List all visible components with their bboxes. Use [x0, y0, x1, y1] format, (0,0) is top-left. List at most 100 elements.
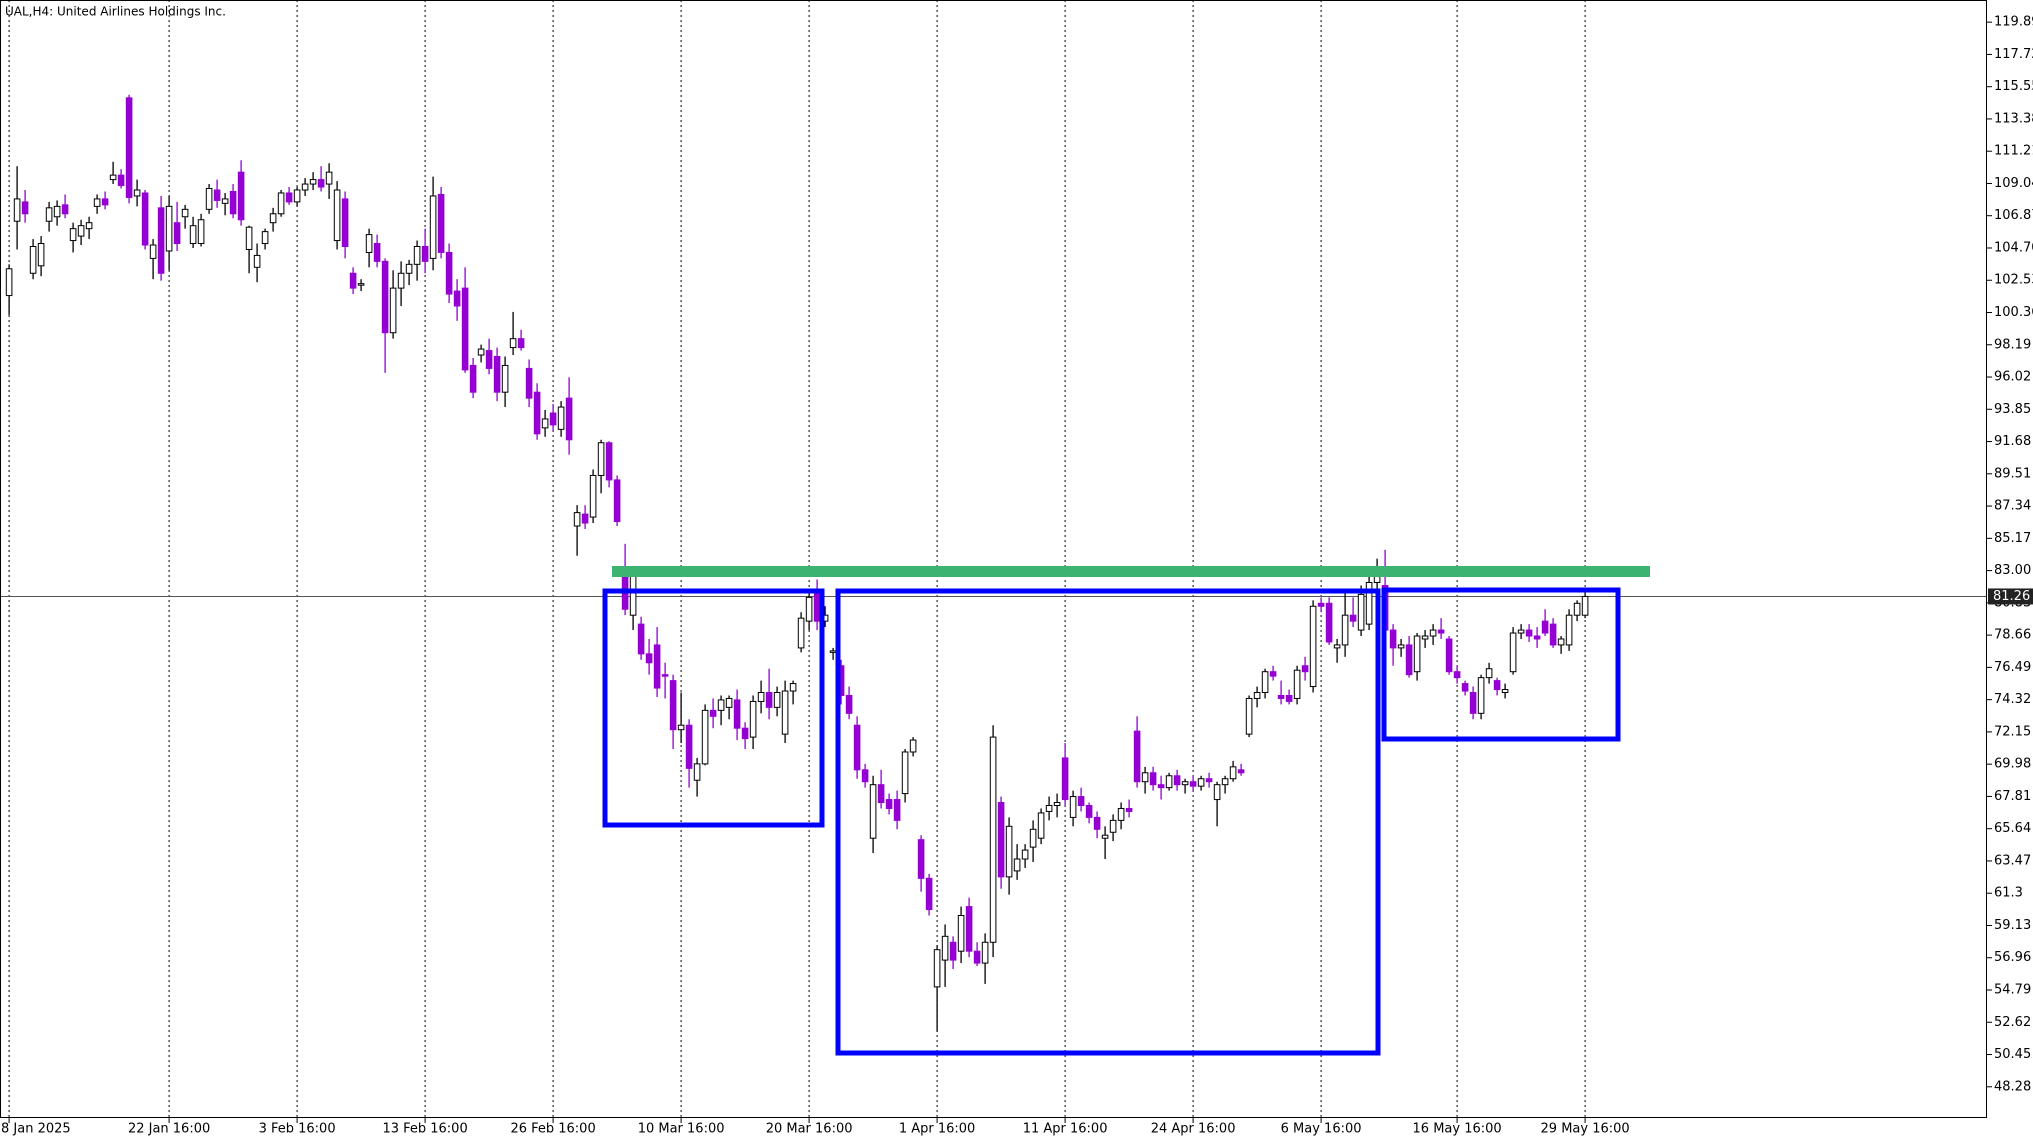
y-tick-label: 52.62	[1994, 1015, 2031, 1030]
candle-body	[221, 198, 229, 204]
candle-body	[173, 222, 181, 245]
candle-body	[845, 694, 853, 714]
candle-body	[205, 188, 213, 210]
x-tick-label: 3 Feb 16:00	[259, 1122, 336, 1137]
candle-body	[877, 784, 885, 804]
candle-body	[1317, 602, 1325, 607]
candle-body	[1109, 819, 1117, 833]
y-tick-label: 117.72	[1994, 47, 2033, 62]
current-price-label: 81.26	[1993, 589, 2030, 604]
candle-body	[1533, 635, 1541, 640]
candle-body	[1253, 692, 1261, 699]
y-tick-label: 76.49	[1994, 660, 2031, 675]
y-tick-label: 109.04	[1994, 176, 2033, 191]
candle-body	[1213, 784, 1221, 801]
candle-body	[5, 268, 13, 297]
candle-body	[573, 512, 581, 527]
candle-body	[1069, 796, 1077, 818]
y-tick-label: 111.21	[1994, 144, 2033, 159]
candle-body	[101, 198, 109, 206]
candle-body	[1565, 614, 1573, 646]
candle-body	[301, 183, 309, 191]
candle-body	[1469, 692, 1477, 714]
candle-body	[37, 243, 45, 267]
candle-body	[941, 935, 949, 961]
y-tick-label: 74.32	[1994, 692, 2031, 707]
candle-body	[1493, 680, 1501, 691]
y-tick-label: 48.28	[1994, 1079, 2031, 1094]
candle-body	[957, 915, 965, 952]
candle-body	[405, 263, 413, 274]
y-tick-label: 54.79	[1994, 982, 2031, 997]
candle-body	[773, 692, 781, 708]
candle-body	[989, 736, 997, 943]
candle-body	[1229, 766, 1237, 780]
x-tick-label: 11 Apr 16:00	[1023, 1122, 1108, 1137]
annotations	[602, 566, 1650, 1056]
x-tick-label: 29 May 16:00	[1541, 1122, 1630, 1137]
candle-body	[517, 338, 525, 349]
candle-body	[341, 198, 349, 247]
x-tick-label: 1 Apr 16:00	[899, 1122, 976, 1137]
y-tick-label: 56.96	[1994, 950, 2031, 965]
candle-body	[1181, 781, 1189, 786]
candle-body	[725, 697, 733, 708]
y-tick-label: 96.02	[1994, 370, 2031, 385]
candle-body	[117, 174, 125, 187]
y-tick-label: 72.15	[1994, 724, 2031, 739]
candle-body	[149, 244, 157, 259]
candle-body	[885, 799, 893, 809]
candle-body	[165, 205, 173, 252]
candle-body	[1197, 778, 1205, 787]
y-tick-label: 65.64	[1994, 821, 2031, 836]
candle-body	[1413, 635, 1421, 673]
candle-body	[549, 412, 557, 426]
candle-body	[421, 245, 429, 262]
candle-body	[197, 219, 205, 245]
x-tick-label: 13 Feb 16:00	[382, 1122, 467, 1137]
candle-body	[565, 397, 573, 441]
candle-body	[93, 198, 101, 207]
y-tick-label: 69.98	[1994, 757, 2031, 772]
candle-body	[1165, 775, 1173, 789]
candle-body	[797, 617, 805, 649]
candle-body	[1525, 629, 1533, 637]
candle-body	[1285, 694, 1293, 702]
candle-body	[781, 690, 789, 735]
candle-body	[141, 192, 149, 246]
candle-body	[1117, 807, 1125, 821]
candle-body	[925, 877, 933, 911]
y-tick-label: 87.34	[1994, 499, 2031, 514]
candle-body	[1485, 668, 1493, 679]
candle-body	[477, 348, 485, 356]
candle-body	[693, 763, 701, 781]
y-tick-label: 98.19	[1994, 337, 2031, 352]
candle-body	[1397, 644, 1405, 649]
candle-body	[53, 205, 61, 218]
candle-body	[349, 272, 357, 289]
y-tick-label: 59.13	[1994, 918, 2031, 933]
candle-body	[997, 802, 1005, 878]
candle-body	[717, 699, 725, 711]
candle-body	[1085, 804, 1093, 818]
candle-body	[1509, 632, 1517, 673]
candle-body	[1245, 697, 1253, 735]
candle-body	[1277, 694, 1285, 699]
candle-body	[77, 225, 85, 237]
y-tick-label: 83.00	[1994, 563, 2031, 578]
candle-body	[669, 680, 677, 731]
x-tick-label: 20 Mar 16:00	[766, 1122, 853, 1137]
candle-body	[501, 364, 509, 393]
axes: 119.89 117.72 115.55 113.38 111.21 109.04 106.…	[1, 15, 2033, 1137]
candle-body	[541, 418, 549, 429]
y-tick-label: 115.55	[1994, 79, 2033, 94]
candle-body	[1461, 683, 1469, 692]
candle-body	[661, 674, 669, 677]
candle-body	[1053, 802, 1061, 806]
candle-body	[1549, 623, 1557, 646]
candle-body	[293, 189, 301, 203]
candle-body	[645, 653, 653, 664]
candle-body	[1517, 629, 1525, 634]
candle-body	[629, 576, 637, 616]
y-tick-label: 91.68	[1994, 434, 2031, 449]
